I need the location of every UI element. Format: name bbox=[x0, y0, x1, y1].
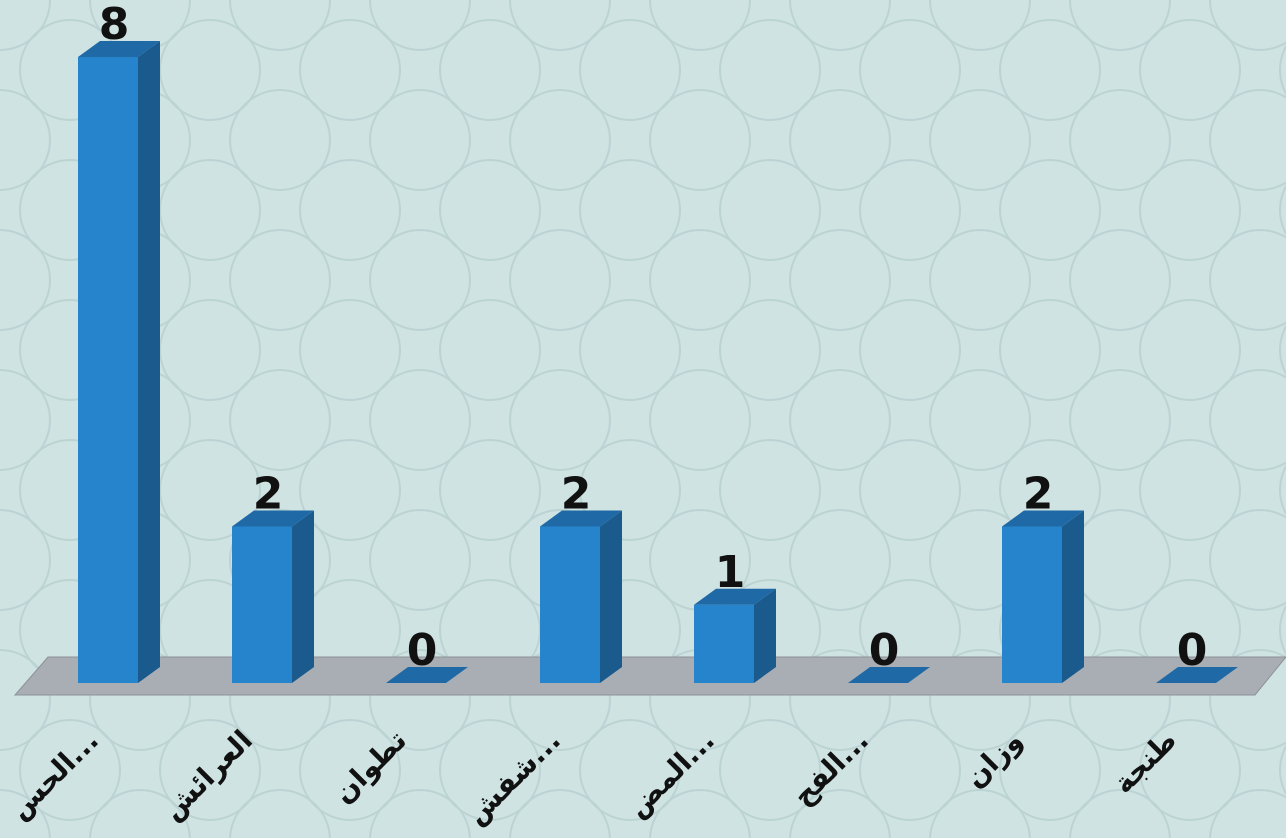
bar-top bbox=[386, 667, 468, 683]
bar-front bbox=[232, 526, 292, 683]
bar-front bbox=[78, 57, 138, 683]
value-label: 2 bbox=[561, 469, 592, 520]
bar-side bbox=[138, 41, 160, 683]
bar-top bbox=[232, 510, 314, 527]
bar bbox=[1156, 667, 1238, 683]
bar bbox=[1002, 510, 1084, 683]
value-label: 0 bbox=[1177, 625, 1208, 676]
bar-front bbox=[1002, 526, 1062, 683]
floor bbox=[13, 656, 1286, 696]
bar bbox=[232, 510, 314, 683]
bar-side bbox=[292, 510, 314, 683]
bar-top bbox=[848, 667, 930, 683]
bar-side bbox=[754, 588, 776, 683]
bar-side bbox=[1062, 510, 1084, 683]
value-label: 2 bbox=[1023, 469, 1054, 520]
value-label: 0 bbox=[407, 625, 438, 676]
bar-top bbox=[78, 41, 160, 57]
bar-top bbox=[694, 588, 776, 605]
bar-front bbox=[540, 526, 600, 683]
bar bbox=[540, 510, 622, 683]
bar bbox=[78, 41, 160, 683]
bar-side bbox=[600, 510, 622, 683]
bar-top bbox=[540, 510, 622, 527]
value-label: 1 bbox=[715, 547, 746, 598]
value-label: 0 bbox=[869, 625, 900, 676]
value-label: 8 bbox=[99, 0, 130, 50]
bar bbox=[848, 667, 930, 683]
bar bbox=[386, 667, 468, 683]
value-label: 2 bbox=[253, 469, 284, 520]
bar-front bbox=[694, 604, 754, 683]
bar-top bbox=[1156, 667, 1238, 683]
bar-top bbox=[1002, 510, 1084, 527]
bar bbox=[694, 588, 776, 683]
